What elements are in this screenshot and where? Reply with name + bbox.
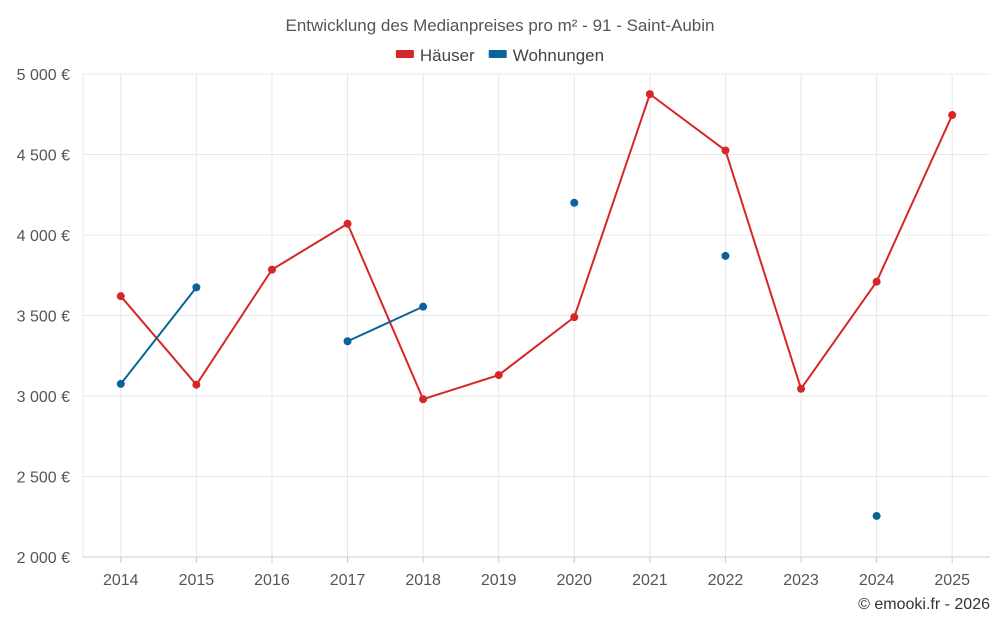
legend-item[interactable]: Wohnungen [488, 46, 604, 65]
series-haeuser [116, 90, 957, 404]
x-tick-label: 2022 [708, 572, 744, 589]
data-point [192, 380, 201, 389]
legend: Häuser Wohnungen [395, 46, 604, 65]
y-tick-label: 3 500 € [17, 309, 70, 326]
data-point [116, 292, 125, 301]
data-point [116, 379, 125, 388]
data-point [721, 146, 730, 155]
series-line-segment [875, 114, 954, 283]
series-line-segment [195, 268, 273, 386]
series-line-segment [573, 93, 651, 319]
axes: 2 000 € 2 500 € 3 000 € 3 500 € 4 000 € 4 500… [17, 67, 990, 589]
x-tick-label: 2021 [632, 572, 668, 589]
series-line-segment [800, 280, 878, 390]
data-point [192, 283, 201, 292]
data-point [721, 251, 730, 260]
data-point [494, 371, 503, 380]
legend-item[interactable]: Häuser [395, 46, 475, 65]
series-line-segment [497, 316, 576, 377]
data-point [797, 384, 806, 393]
series-line-segment [119, 286, 198, 385]
series-line-segment [119, 295, 198, 386]
x-tick-label: 2014 [103, 572, 139, 589]
chart-title: Entwicklung des Medianpreises pro m² - 9… [286, 16, 715, 35]
y-tick-label: 4 500 € [17, 148, 70, 165]
x-tick-label: 2018 [405, 572, 441, 589]
x-tick-label: 2015 [179, 572, 215, 589]
series-line-segment [422, 374, 500, 401]
y-tick-label: 5 000 € [17, 67, 70, 84]
data-point [645, 90, 654, 99]
x-tick-label: 2019 [481, 572, 517, 589]
data-point [948, 111, 957, 120]
data-point [570, 313, 579, 322]
legend-label: Wohnungen [513, 46, 604, 65]
series-line-segment [648, 93, 727, 152]
x-tick-label: 2025 [934, 572, 970, 589]
legend-swatch [488, 50, 507, 58]
data-point [570, 198, 579, 207]
y-tick-label: 4 000 € [17, 228, 70, 245]
data-point [343, 219, 352, 228]
credit-text: © emooki.fr - 2026 [858, 596, 990, 613]
series-line-segment [346, 222, 425, 401]
y-tick-label: 2 000 € [17, 550, 70, 567]
data-point [872, 277, 881, 286]
x-tick-label: 2020 [556, 572, 592, 589]
x-tick-label: 2017 [330, 572, 366, 589]
y-tick-label: 3 000 € [17, 389, 70, 406]
series-line-segment [724, 149, 803, 390]
data-point [872, 511, 881, 520]
series-line-segment [346, 305, 425, 343]
y-tick-label: 2 500 € [17, 470, 70, 487]
x-tick-label: 2024 [859, 572, 895, 589]
data-point [419, 395, 428, 404]
x-tick-label: 2016 [254, 572, 290, 589]
data-point [419, 302, 428, 311]
series [116, 90, 957, 520]
data-point [343, 337, 352, 346]
series-wohnungen [116, 198, 881, 520]
legend-label: Häuser [420, 46, 475, 65]
data-point [267, 265, 276, 274]
x-tick-label: 2023 [783, 572, 819, 589]
legend-swatch [395, 50, 414, 58]
series-line-segment [270, 222, 349, 271]
